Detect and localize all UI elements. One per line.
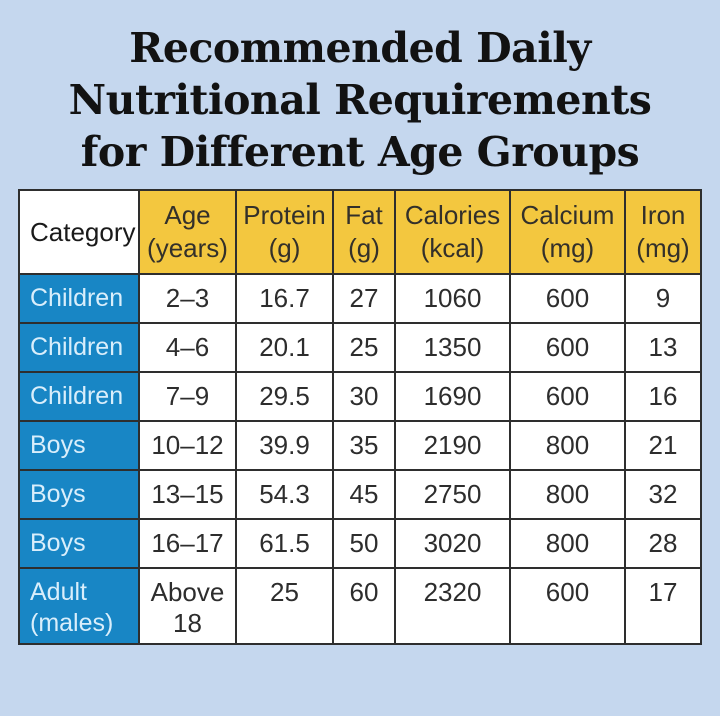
header-cell-iron-mg: Iron (mg)	[624, 189, 702, 275]
header-cell-age-years: Age (years)	[138, 189, 237, 275]
table-row: Boys 16–17 61.5 50 3020 800 28	[18, 518, 702, 569]
category-cell: Children	[18, 371, 140, 422]
value-cell-iron-mg: 28	[624, 518, 702, 569]
value-cell-fat-g: 30	[332, 371, 396, 422]
value-cell-age-years: Above 18	[138, 567, 237, 645]
title-line-3: for Different Age Groups	[80, 128, 640, 176]
value-cell-iron-mg: 21	[624, 420, 702, 471]
header-cell-calories-kcal: Calories (kcal)	[394, 189, 511, 275]
value-cell-age-years: 16–17	[138, 518, 237, 569]
category-cell: Boys	[18, 420, 140, 471]
value-cell-fat-g: 60	[332, 567, 396, 645]
value-cell-protein-g: 54.3	[235, 469, 334, 520]
value-cell-calcium-mg: 600	[509, 273, 626, 324]
value-cell-calories-kcal: 2320	[394, 567, 511, 645]
value-cell-calcium-mg: 600	[509, 371, 626, 422]
value-cell-iron-mg: 16	[624, 371, 702, 422]
category-cell: Boys	[18, 518, 140, 569]
value-cell-protein-g: 29.5	[235, 371, 334, 422]
value-cell-fat-g: 35	[332, 420, 396, 471]
title-line-2: Nutritional Requirements	[68, 76, 652, 124]
nutrition-table: Category Age (years) Protein (g) Fat (g) Cal…	[18, 189, 702, 645]
value-cell-calcium-mg: 600	[509, 567, 626, 645]
header-cell-category: Category	[18, 189, 140, 275]
table-body: Children 2–3 16.7 27 1060 600 9 Children 4–6 20.1…	[18, 273, 702, 645]
value-cell-fat-g: 45	[332, 469, 396, 520]
value-cell-calcium-mg: 800	[509, 420, 626, 471]
category-cell: Children	[18, 273, 140, 324]
table-row: Boys 10–12 39.9 35 2190 800 21	[18, 420, 702, 471]
value-cell-protein-g: 39.9	[235, 420, 334, 471]
value-cell-age-years: 10–12	[138, 420, 237, 471]
title-line-1: Recommended Daily	[129, 24, 591, 72]
value-cell-protein-g: 16.7	[235, 273, 334, 324]
value-cell-calories-kcal: 1060	[394, 273, 511, 324]
value-cell-iron-mg: 9	[624, 273, 702, 324]
value-cell-protein-g: 20.1	[235, 322, 334, 373]
table-row: Children 7–9 29.5 30 1690 600 16	[18, 371, 702, 422]
category-cell: Adult (males)	[18, 567, 140, 645]
header-cell-fat-g: Fat (g)	[332, 189, 396, 275]
header-cell-protein-g: Protein (g)	[235, 189, 334, 275]
value-cell-age-years: 4–6	[138, 322, 237, 373]
value-cell-fat-g: 25	[332, 322, 396, 373]
table-row: Boys 13–15 54.3 45 2750 800 32	[18, 469, 702, 520]
value-cell-fat-g: 27	[332, 273, 396, 324]
value-cell-calories-kcal: 1350	[394, 322, 511, 373]
value-cell-calories-kcal: 3020	[394, 518, 511, 569]
table-row: Children 4–6 20.1 25 1350 600 13	[18, 322, 702, 373]
value-cell-iron-mg: 32	[624, 469, 702, 520]
header-cell-calcium-mg: Calcium (mg)	[509, 189, 626, 275]
value-cell-calcium-mg: 800	[509, 469, 626, 520]
value-cell-calcium-mg: 600	[509, 322, 626, 373]
value-cell-age-years: 2–3	[138, 273, 237, 324]
value-cell-calories-kcal: 2190	[394, 420, 511, 471]
value-cell-calcium-mg: 800	[509, 518, 626, 569]
page: { "title": { "line1": "Recommended Daily…	[0, 22, 720, 716]
value-cell-iron-mg: 13	[624, 322, 702, 373]
value-cell-protein-g: 61.5	[235, 518, 334, 569]
table-header: Category Age (years) Protein (g) Fat (g) Cal…	[18, 189, 702, 275]
value-cell-protein-g: 25	[235, 567, 334, 645]
table-row: Adult (males) Above 18 25 60 2320 600 17	[18, 567, 702, 645]
category-cell: Children	[18, 322, 140, 373]
page-title: Recommended Daily Nutritional Requiremen…	[8, 22, 712, 178]
table-header-row: Category Age (years) Protein (g) Fat (g) Cal…	[18, 189, 702, 275]
value-cell-iron-mg: 17	[624, 567, 702, 645]
value-cell-calories-kcal: 1690	[394, 371, 511, 422]
value-cell-age-years: 13–15	[138, 469, 237, 520]
category-cell: Boys	[18, 469, 140, 520]
value-cell-calories-kcal: 2750	[394, 469, 511, 520]
table-row: Children 2–3 16.7 27 1060 600 9	[18, 273, 702, 324]
value-cell-age-years: 7–9	[138, 371, 237, 422]
value-cell-fat-g: 50	[332, 518, 396, 569]
